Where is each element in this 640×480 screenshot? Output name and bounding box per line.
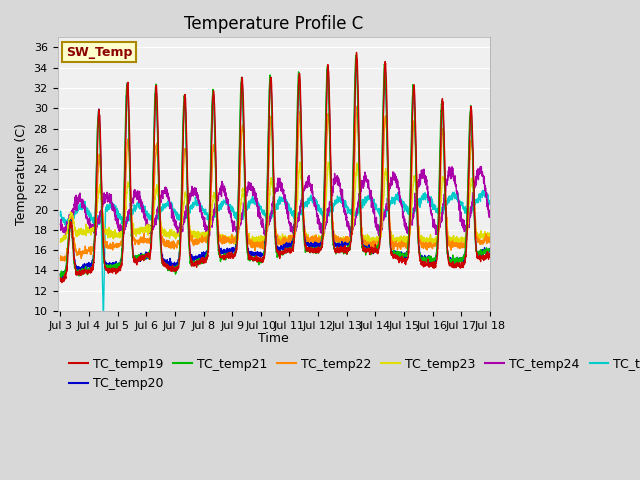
TC_temp20 <box>177 235 184 241</box>
TC_temp24 <box>56 221 64 227</box>
Text: SW_Temp: SW_Temp <box>66 46 132 59</box>
TC_temp25 <box>177 218 184 224</box>
TC_temp24 <box>399 214 407 219</box>
TC_temp23 <box>397 244 404 250</box>
TC_temp23 <box>296 159 303 165</box>
TC_temp21 <box>460 254 468 260</box>
TC_temp19 <box>58 280 66 286</box>
TC_temp19 <box>449 260 456 266</box>
TC_temp19 <box>486 254 493 260</box>
TC_temp21 <box>177 233 184 239</box>
TC_temp22 <box>399 240 407 246</box>
TC_temp24 <box>346 235 354 240</box>
TC_temp22 <box>177 231 184 237</box>
TC_temp22 <box>56 256 64 262</box>
Line: TC_temp25: TC_temp25 <box>60 190 490 311</box>
Y-axis label: Temperature (C): Temperature (C) <box>15 123 28 225</box>
TC_temp19 <box>353 49 360 55</box>
TC_temp24 <box>477 164 484 169</box>
TC_temp21 <box>449 257 456 263</box>
TC_temp23 <box>324 159 332 165</box>
TC_temp19 <box>399 256 407 262</box>
TC_temp22 <box>61 258 68 264</box>
TC_temp24 <box>460 227 468 232</box>
TC_temp21 <box>296 93 304 99</box>
TC_temp23 <box>287 237 294 242</box>
TC_temp22 <box>449 241 456 247</box>
TC_temp19 <box>296 76 304 82</box>
TC_temp23 <box>486 233 493 239</box>
Line: TC_temp21: TC_temp21 <box>60 55 490 279</box>
TC_temp21 <box>486 247 493 253</box>
TC_temp20 <box>296 86 304 92</box>
TC_temp19 <box>177 248 184 253</box>
TC_temp22 <box>287 236 294 241</box>
TC_temp20 <box>353 56 360 61</box>
Line: TC_temp22: TC_temp22 <box>60 107 490 261</box>
TC_temp25 <box>399 201 407 206</box>
TC_temp23 <box>460 236 468 241</box>
TC_temp22 <box>353 104 360 109</box>
TC_temp23 <box>56 238 64 244</box>
TC_temp21 <box>287 246 294 252</box>
TC_temp25 <box>287 207 294 213</box>
TC_temp20 <box>56 271 64 277</box>
TC_temp24 <box>448 164 456 169</box>
TC_temp19 <box>287 248 294 254</box>
TC_temp23 <box>176 228 184 234</box>
TC_temp20 <box>399 251 407 257</box>
X-axis label: Time: Time <box>259 332 289 345</box>
Line: TC_temp20: TC_temp20 <box>60 59 490 278</box>
TC_temp20 <box>449 261 456 267</box>
Legend: TC_temp19, TC_temp20, TC_temp21, TC_temp22, TC_temp23, TC_temp24, TC_temp25: TC_temp19, TC_temp20, TC_temp21, TC_temp… <box>64 353 640 395</box>
TC_temp19 <box>56 275 64 281</box>
TC_temp20 <box>58 275 65 281</box>
TC_temp25 <box>56 213 64 218</box>
TC_temp23 <box>449 237 456 242</box>
TC_temp21 <box>57 276 65 282</box>
Title: Temperature Profile C: Temperature Profile C <box>184 15 364 33</box>
TC_temp25 <box>296 210 304 216</box>
TC_temp24 <box>287 228 294 234</box>
TC_temp25 <box>486 199 493 204</box>
TC_temp21 <box>56 273 64 279</box>
TC_temp21 <box>399 252 407 258</box>
TC_temp25 <box>460 204 468 210</box>
TC_temp19 <box>460 260 468 266</box>
TC_temp22 <box>296 111 304 117</box>
TC_temp25 <box>448 197 456 203</box>
Line: TC_temp19: TC_temp19 <box>60 52 490 283</box>
TC_temp25 <box>99 308 107 314</box>
TC_temp22 <box>486 239 493 245</box>
TC_temp20 <box>486 246 493 252</box>
TC_temp22 <box>460 243 468 249</box>
Line: TC_temp23: TC_temp23 <box>60 162 490 247</box>
TC_temp24 <box>296 208 303 214</box>
TC_temp25 <box>479 187 486 193</box>
TC_temp23 <box>399 239 407 244</box>
TC_temp20 <box>287 241 294 247</box>
Line: TC_temp24: TC_temp24 <box>60 167 490 238</box>
TC_temp24 <box>486 211 493 217</box>
TC_temp21 <box>352 52 360 58</box>
TC_temp24 <box>176 225 184 231</box>
TC_temp20 <box>460 256 468 262</box>
